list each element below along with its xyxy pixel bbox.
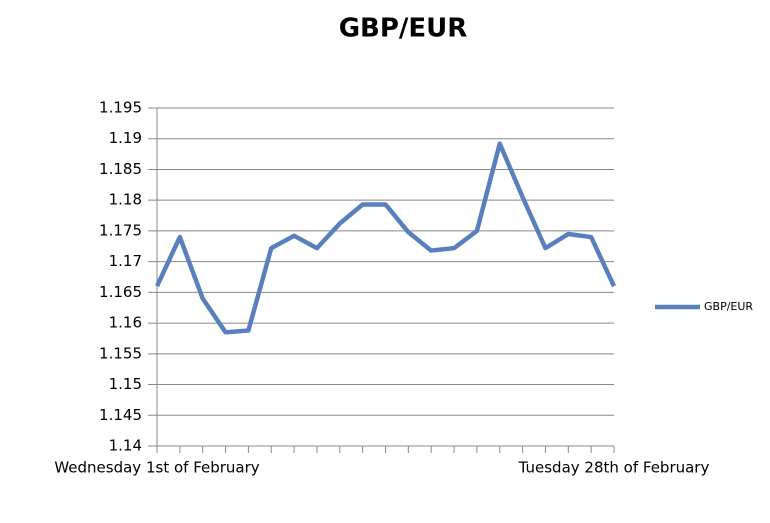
- y-tick-label: 1.19: [109, 129, 142, 147]
- y-tick-label: 1.145: [99, 406, 142, 424]
- y-tick-label: 1.185: [99, 160, 142, 178]
- y-tick-label: 1.17: [109, 252, 142, 270]
- y-tick-label: 1.14: [109, 437, 142, 455]
- x-tick-label: Tuesday 28th of February: [518, 459, 710, 477]
- y-tick-label: 1.16: [109, 314, 142, 332]
- data-line: [154, 141, 617, 335]
- y-tick-label: 1.18: [109, 191, 142, 209]
- y-tick-label: 1.155: [99, 344, 142, 362]
- chart-title: GBP/EUR: [339, 14, 468, 44]
- y-tick-label: 1.165: [99, 283, 142, 301]
- legend-label: GBP/EUR: [704, 300, 753, 313]
- y-tick-label: 1.175: [99, 221, 142, 239]
- y-tick-label: 1.195: [99, 99, 142, 117]
- x-tick-label: Wednesday 1st of February: [54, 459, 259, 477]
- y-tick-label: 1.15: [109, 375, 142, 393]
